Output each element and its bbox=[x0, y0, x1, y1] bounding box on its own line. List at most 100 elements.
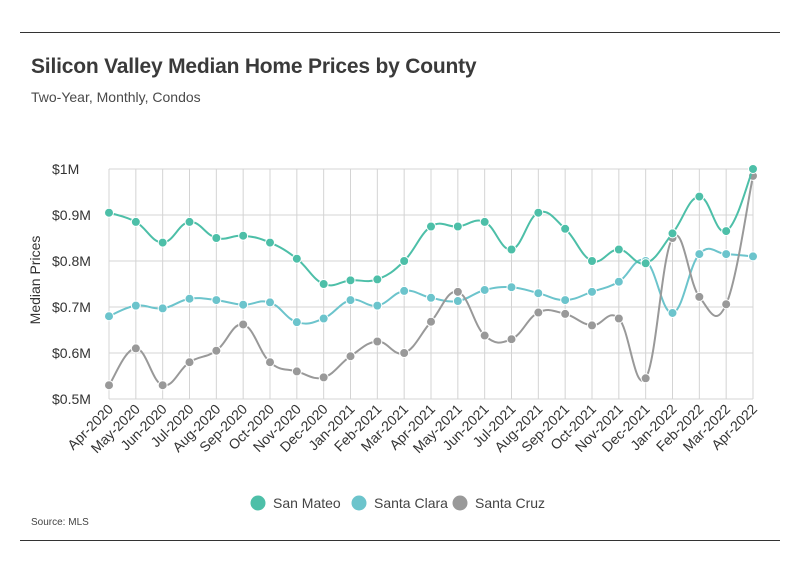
data-point-santa-clara bbox=[667, 307, 678, 318]
series-group bbox=[104, 164, 758, 391]
data-point-santa-cruz bbox=[184, 357, 195, 368]
data-point-santa-cruz bbox=[345, 351, 356, 362]
bottom-rule bbox=[20, 540, 780, 541]
data-point-santa-cruz bbox=[238, 319, 249, 330]
data-point-san-mateo bbox=[211, 233, 222, 243]
data-point-santa-cruz bbox=[587, 320, 597, 331]
data-point-santa-clara bbox=[721, 249, 732, 260]
data-point-santa-cruz bbox=[721, 299, 732, 310]
data-point-san-mateo bbox=[426, 221, 436, 232]
data-point-san-mateo bbox=[157, 237, 168, 248]
data-point-san-mateo bbox=[640, 258, 651, 269]
y-tick-label: $0.7M bbox=[52, 299, 91, 315]
series-santa-cruz bbox=[104, 170, 758, 391]
data-point-santa-clara bbox=[694, 249, 705, 260]
data-point-san-mateo bbox=[748, 164, 758, 174]
y-tick-label: $0.5M bbox=[52, 391, 91, 407]
series-santa-clara bbox=[104, 247, 758, 328]
series-san-mateo bbox=[104, 164, 758, 289]
data-point-san-mateo bbox=[560, 223, 571, 234]
legend-marker-santa-cruz bbox=[452, 495, 468, 511]
data-point-santa-cruz bbox=[613, 313, 624, 324]
data-point-san-mateo bbox=[184, 216, 195, 227]
data-point-santa-clara bbox=[130, 300, 141, 311]
data-point-san-mateo bbox=[667, 228, 678, 239]
data-point-santa-cruz bbox=[104, 380, 114, 391]
data-point-santa-cruz bbox=[694, 291, 705, 302]
data-point-santa-clara bbox=[560, 295, 571, 306]
y-tick-label: $0.8M bbox=[52, 253, 91, 269]
data-point-santa-clara bbox=[345, 295, 356, 306]
data-point-san-mateo bbox=[479, 216, 490, 227]
data-point-santa-cruz bbox=[399, 348, 410, 358]
legend-marker-santa-clara bbox=[351, 495, 367, 511]
data-point-san-mateo bbox=[318, 279, 329, 289]
data-point-santa-clara bbox=[399, 285, 410, 296]
data-point-santa-clara bbox=[291, 317, 302, 328]
y-tick-label: $1M bbox=[52, 161, 79, 177]
series-line-santa-cruz bbox=[108, 175, 754, 387]
chart-title: Silicon Valley Median Home Prices by Cou… bbox=[31, 55, 477, 78]
data-point-santa-clara bbox=[104, 311, 114, 322]
data-point-san-mateo bbox=[587, 256, 597, 266]
chart-subtitle: Two-Year, Monthly, Condos bbox=[31, 89, 201, 105]
legend-label-san-mateo: San Mateo bbox=[273, 495, 341, 511]
data-point-san-mateo bbox=[613, 244, 624, 255]
data-point-santa-clara bbox=[506, 282, 517, 293]
top-rule bbox=[20, 32, 780, 33]
source-note: Source: MLS bbox=[31, 517, 89, 528]
y-tick-label: $0.6M bbox=[52, 345, 91, 361]
data-point-santa-clara bbox=[265, 297, 275, 308]
data-point-san-mateo bbox=[399, 256, 410, 266]
data-point-santa-clara bbox=[479, 284, 490, 295]
data-point-santa-cruz bbox=[426, 316, 436, 327]
y-tick-label: $0.9M bbox=[52, 207, 91, 223]
data-point-santa-clara bbox=[318, 313, 329, 324]
data-point-santa-cruz bbox=[157, 380, 168, 391]
data-point-san-mateo bbox=[533, 207, 544, 218]
legend: San Mateo Santa Clara Santa Cruz bbox=[250, 495, 545, 511]
legend-label-santa-clara: Santa Clara bbox=[374, 495, 448, 511]
y-axis-label: Median Prices bbox=[27, 236, 43, 325]
data-point-santa-cruz bbox=[506, 334, 517, 345]
grid bbox=[108, 168, 754, 400]
legend-label-santa-cruz: Santa Cruz bbox=[475, 495, 545, 511]
data-point-san-mateo bbox=[345, 275, 356, 286]
data-point-santa-clara bbox=[452, 296, 463, 307]
data-point-san-mateo bbox=[104, 207, 114, 218]
data-point-santa-cruz bbox=[560, 308, 571, 319]
data-point-santa-clara bbox=[238, 299, 249, 310]
data-point-santa-clara bbox=[372, 300, 383, 311]
data-point-santa-cruz bbox=[452, 286, 463, 297]
data-point-santa-clara bbox=[533, 288, 544, 299]
legend-marker-san-mateo bbox=[250, 495, 266, 511]
data-point-santa-clara bbox=[211, 295, 222, 306]
x-axis-ticks: Apr-2020May-2020Jun-2020Jul-2020Aug-2020… bbox=[64, 401, 760, 456]
data-point-san-mateo bbox=[506, 244, 517, 255]
data-point-santa-cruz bbox=[265, 357, 275, 368]
data-point-san-mateo bbox=[130, 216, 141, 227]
data-point-santa-clara bbox=[157, 303, 168, 314]
data-point-santa-clara bbox=[426, 292, 436, 303]
data-point-san-mateo bbox=[265, 237, 275, 248]
data-point-santa-cruz bbox=[479, 330, 490, 341]
data-point-santa-cruz bbox=[130, 343, 141, 354]
data-point-santa-clara bbox=[613, 276, 624, 287]
data-point-santa-cruz bbox=[372, 336, 383, 347]
data-point-santa-cruz bbox=[211, 345, 222, 356]
data-point-santa-clara bbox=[587, 286, 597, 297]
data-point-santa-cruz bbox=[291, 366, 302, 377]
data-point-san-mateo bbox=[238, 230, 249, 241]
data-point-san-mateo bbox=[452, 221, 463, 232]
data-point-santa-clara bbox=[184, 293, 195, 304]
data-point-san-mateo bbox=[291, 253, 302, 264]
data-point-santa-cruz bbox=[640, 373, 651, 384]
data-point-san-mateo bbox=[721, 226, 732, 237]
y-axis-ticks: $1M $0.9M $0.8M $0.7M $0.6M $0.5M bbox=[52, 161, 91, 407]
data-point-santa-clara bbox=[748, 251, 758, 262]
data-point-santa-cruz bbox=[318, 372, 329, 383]
data-point-san-mateo bbox=[372, 274, 383, 285]
data-point-san-mateo bbox=[694, 191, 705, 202]
data-point-santa-cruz bbox=[533, 307, 544, 318]
